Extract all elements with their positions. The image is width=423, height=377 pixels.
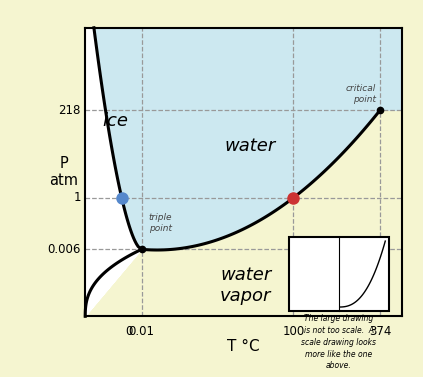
Text: water
vapor: water vapor xyxy=(220,266,271,305)
Text: 0: 0 xyxy=(125,325,132,337)
Text: 374: 374 xyxy=(369,325,391,337)
Text: 1: 1 xyxy=(74,191,81,204)
Text: 0.006: 0.006 xyxy=(47,243,81,256)
Text: P
atm: P atm xyxy=(49,156,78,188)
Bar xyxy=(289,237,389,311)
Text: water: water xyxy=(224,138,276,155)
Text: triple
point: triple point xyxy=(148,213,172,233)
Polygon shape xyxy=(85,28,142,316)
Text: critical
point: critical point xyxy=(346,84,376,104)
Text: T °C: T °C xyxy=(227,339,260,354)
Polygon shape xyxy=(94,28,402,250)
Text: 100: 100 xyxy=(282,325,305,337)
Text: ice: ice xyxy=(102,112,129,130)
Text: The large drawing
is not too scale.  A
scale drawing looks
more like the one
abo: The large drawing is not too scale. A sc… xyxy=(301,314,376,371)
Text: 0.01: 0.01 xyxy=(129,325,154,337)
Text: 218: 218 xyxy=(58,104,81,117)
